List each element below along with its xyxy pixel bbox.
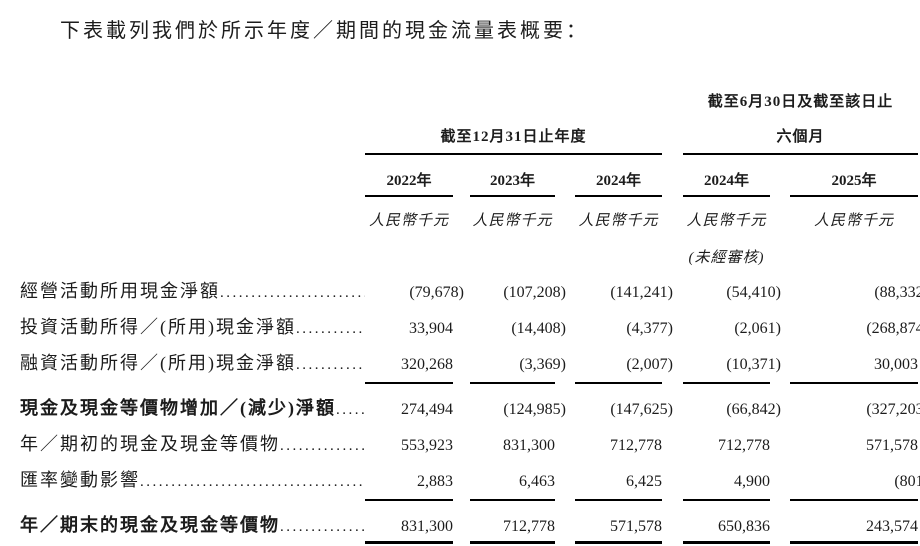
column-rule	[555, 496, 662, 505]
value-cell: (10,371)	[726, 356, 781, 374]
value-cell: 6,463	[519, 473, 555, 491]
value-cell: 30,003	[874, 356, 918, 374]
value-cell: (14,408)	[511, 320, 566, 338]
row-label: 年／期初的現金及現金等價物	[20, 424, 365, 460]
row-label-text: 年／期末的現金及現金等價物	[20, 515, 280, 536]
value-cell: (66,842)	[726, 401, 781, 419]
dot-leader	[280, 519, 365, 536]
dot-leader	[296, 321, 365, 338]
column-rule	[662, 379, 770, 388]
value-cell: (4,377)	[626, 320, 673, 338]
value-cell: 831,300	[401, 518, 453, 536]
year-header-2024: 2024年	[555, 155, 662, 197]
value-cell: 650,836	[718, 518, 770, 536]
column-rule	[770, 379, 918, 388]
value-cell: 553,923	[401, 437, 453, 455]
dot-leader	[280, 438, 365, 455]
value-cell: 712,778	[503, 518, 555, 536]
year-header-2022: 2022年	[365, 155, 453, 197]
unit-label: 人民幣千元	[578, 212, 659, 229]
value-cell: 571,578	[610, 518, 662, 536]
value-cell: 571,578	[866, 437, 918, 455]
value-cell: 320,268	[401, 356, 453, 374]
column-rule	[770, 496, 918, 505]
column-rule	[365, 379, 453, 388]
row-label: 年／期末的現金及現金等價物	[20, 505, 365, 541]
cash-flow-table: 截至6月30日及截至該日止 截至12月31日止年度 六個月 2022年 2023…	[20, 83, 920, 546]
unit-label: 人民幣千元	[813, 212, 894, 229]
value-cell: (801)	[894, 473, 920, 491]
value-cell: (2,007)	[626, 356, 673, 374]
dot-leader	[220, 285, 365, 302]
value-cell: (327,203)	[866, 401, 920, 419]
value-cell: (3,369)	[519, 356, 566, 374]
year-header-2024-interim: 2024年	[662, 155, 770, 197]
dot-leader	[296, 357, 365, 374]
row-label-text: 匯率變動影響	[20, 470, 140, 491]
unit-label: 人民幣千元	[368, 212, 449, 229]
value-cell: (124,985)	[503, 401, 566, 419]
column-group-header-interim-text: 六個月	[683, 125, 918, 155]
value-cell: (54,410)	[726, 284, 781, 302]
value-cell: (107,208)	[503, 284, 566, 302]
row-label-text: 經營活動所用現金淨額	[20, 281, 220, 302]
value-cell: (147,625)	[610, 401, 673, 419]
column-rule	[365, 496, 453, 505]
row-label-text: 融資活動所得／(所用)現金淨額	[20, 353, 296, 374]
row-label-text: 投資活動所得／(所用)現金淨額	[20, 317, 296, 338]
unaudited-note: (未經審核)	[688, 249, 765, 266]
value-cell: 831,300	[503, 437, 555, 455]
column-rule	[453, 379, 555, 388]
unit-label: 人民幣千元	[686, 212, 767, 229]
row-label-text: 現金及現金等價物增加／(減少)淨額	[20, 398, 336, 419]
column-double-rule	[365, 541, 453, 546]
year-header-text: 2023年	[470, 169, 555, 197]
row-label: 投資活動所得／(所用)現金淨額	[20, 307, 365, 343]
column-double-rule	[770, 541, 918, 546]
column-rule	[555, 379, 662, 388]
row-label: 現金及現金等價物增加／(減少)淨額	[20, 388, 365, 424]
value-cell: 712,778	[610, 437, 662, 455]
column-group-header-annual: 截至12月31日止年度	[365, 111, 662, 155]
column-group-header-interim-line2: 六個月	[662, 111, 918, 155]
year-header-2025-interim: 2025年	[770, 155, 918, 197]
year-header-2023: 2023年	[453, 155, 555, 197]
row-label: 融資活動所得／(所用)現金淨額	[20, 343, 365, 379]
column-double-rule	[453, 541, 555, 546]
year-header-text: 2024年	[683, 169, 770, 197]
column-double-rule	[555, 541, 662, 546]
row-label: 匯率變動影響	[20, 460, 365, 496]
caption: 下表載列我們於所示年度／期間的現金流量表概要：	[60, 20, 589, 42]
year-header-text: 2024年	[575, 169, 662, 197]
column-double-rule	[662, 541, 770, 546]
year-header-text: 2022年	[365, 169, 453, 197]
value-cell: (2,061)	[734, 320, 781, 338]
year-header-text: 2025年	[790, 169, 918, 197]
value-cell: 2,883	[417, 473, 453, 491]
column-rule	[453, 496, 555, 505]
value-cell: 6,425	[626, 473, 662, 491]
column-rule	[662, 496, 770, 505]
column-group-header-annual-text: 截至12月31日止年度	[365, 125, 662, 155]
dot-leader	[140, 474, 365, 491]
value-cell: 274,494	[401, 401, 453, 419]
value-cell: (268,874)	[866, 320, 920, 338]
value-cell: (141,241)	[610, 284, 673, 302]
unit-label: 人民幣千元	[472, 212, 553, 229]
row-label-text: 年／期初的現金及現金等價物	[20, 434, 280, 455]
value-cell: 33,904	[409, 320, 453, 338]
value-cell: 712,778	[718, 437, 770, 455]
dot-leader	[336, 402, 365, 419]
column-group-header-interim: 截至6月30日及截至該日止	[707, 93, 894, 110]
row-label: 經營活動所用現金淨額	[20, 271, 365, 307]
value-cell: (88,332)	[874, 284, 920, 302]
value-cell: 4,900	[734, 473, 770, 491]
value-cell: 243,574	[866, 518, 918, 536]
value-cell: (79,678)	[409, 284, 464, 302]
